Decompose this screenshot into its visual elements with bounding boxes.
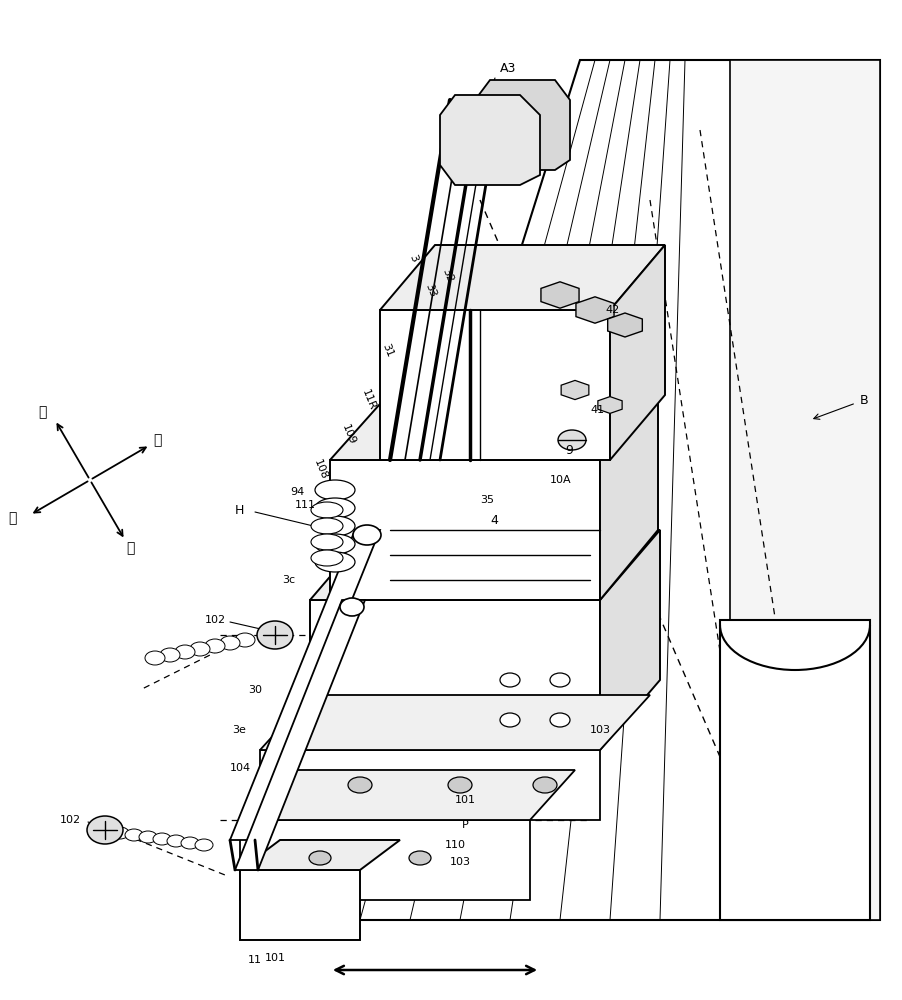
Text: 108: 108 bbox=[312, 458, 329, 482]
Ellipse shape bbox=[195, 839, 213, 851]
Text: 4: 4 bbox=[490, 514, 498, 526]
Ellipse shape bbox=[190, 642, 210, 656]
Polygon shape bbox=[310, 600, 600, 750]
Ellipse shape bbox=[309, 851, 331, 865]
Text: 前: 前 bbox=[126, 541, 134, 555]
Polygon shape bbox=[598, 397, 622, 413]
Ellipse shape bbox=[340, 598, 364, 616]
Text: A3: A3 bbox=[500, 62, 516, 75]
Text: P: P bbox=[462, 820, 469, 830]
Polygon shape bbox=[720, 620, 870, 920]
Ellipse shape bbox=[139, 831, 157, 843]
Ellipse shape bbox=[311, 518, 343, 534]
Ellipse shape bbox=[220, 636, 240, 650]
Ellipse shape bbox=[558, 430, 586, 450]
Ellipse shape bbox=[500, 713, 520, 727]
Polygon shape bbox=[440, 95, 540, 185]
Text: 102: 102 bbox=[60, 815, 81, 825]
Text: 後: 後 bbox=[8, 511, 16, 525]
Polygon shape bbox=[240, 820, 530, 900]
Text: 32: 32 bbox=[440, 267, 455, 283]
Ellipse shape bbox=[145, 651, 165, 665]
Polygon shape bbox=[730, 60, 880, 920]
Text: 左: 左 bbox=[38, 405, 46, 419]
Text: 31: 31 bbox=[380, 342, 394, 358]
Ellipse shape bbox=[87, 816, 123, 844]
Polygon shape bbox=[235, 600, 365, 870]
Ellipse shape bbox=[175, 645, 195, 659]
Ellipse shape bbox=[315, 498, 355, 518]
Text: 3e: 3e bbox=[232, 725, 246, 735]
Polygon shape bbox=[240, 840, 400, 870]
Text: 41: 41 bbox=[590, 405, 604, 415]
Polygon shape bbox=[576, 297, 614, 323]
Ellipse shape bbox=[181, 837, 199, 849]
Ellipse shape bbox=[348, 777, 372, 793]
Polygon shape bbox=[310, 530, 660, 600]
Text: 94: 94 bbox=[290, 487, 304, 497]
Text: 110: 110 bbox=[445, 840, 466, 850]
Ellipse shape bbox=[315, 516, 355, 536]
Ellipse shape bbox=[160, 648, 180, 662]
Text: 11R: 11R bbox=[360, 388, 377, 412]
Ellipse shape bbox=[315, 552, 355, 572]
Text: 101: 101 bbox=[455, 795, 476, 805]
Ellipse shape bbox=[111, 827, 129, 839]
Text: 42: 42 bbox=[605, 305, 620, 315]
Ellipse shape bbox=[550, 713, 570, 727]
Ellipse shape bbox=[550, 673, 570, 687]
Text: 111: 111 bbox=[295, 500, 316, 510]
Text: 102: 102 bbox=[205, 615, 226, 625]
Polygon shape bbox=[541, 282, 579, 308]
Polygon shape bbox=[330, 395, 658, 460]
Text: 35: 35 bbox=[480, 495, 494, 505]
Polygon shape bbox=[310, 60, 880, 920]
Polygon shape bbox=[600, 395, 658, 600]
Polygon shape bbox=[380, 310, 610, 460]
Ellipse shape bbox=[257, 621, 293, 649]
Text: 109: 109 bbox=[340, 423, 357, 447]
Ellipse shape bbox=[311, 534, 343, 550]
Polygon shape bbox=[608, 313, 642, 337]
Text: 3c: 3c bbox=[282, 575, 295, 585]
Text: 10A: 10A bbox=[550, 475, 572, 485]
Ellipse shape bbox=[353, 525, 381, 545]
Text: H: H bbox=[235, 504, 244, 516]
Text: 9: 9 bbox=[565, 444, 573, 456]
Ellipse shape bbox=[205, 639, 225, 653]
Ellipse shape bbox=[315, 480, 355, 500]
Text: 右: 右 bbox=[153, 433, 161, 447]
Ellipse shape bbox=[409, 851, 431, 865]
Text: 103: 103 bbox=[590, 725, 611, 735]
Polygon shape bbox=[380, 245, 665, 310]
Polygon shape bbox=[330, 460, 600, 600]
Ellipse shape bbox=[448, 777, 472, 793]
Polygon shape bbox=[240, 770, 575, 820]
Ellipse shape bbox=[533, 777, 557, 793]
Text: 30: 30 bbox=[248, 685, 262, 695]
Polygon shape bbox=[610, 245, 665, 460]
Ellipse shape bbox=[153, 833, 171, 845]
Text: 104: 104 bbox=[230, 763, 251, 773]
Polygon shape bbox=[260, 695, 650, 750]
Polygon shape bbox=[260, 750, 600, 820]
Text: 33: 33 bbox=[423, 282, 437, 298]
Polygon shape bbox=[561, 380, 589, 400]
Polygon shape bbox=[600, 530, 660, 750]
Ellipse shape bbox=[235, 633, 255, 647]
Polygon shape bbox=[230, 530, 380, 840]
Polygon shape bbox=[240, 870, 360, 940]
Polygon shape bbox=[475, 80, 570, 170]
Text: 103: 103 bbox=[450, 857, 471, 867]
Ellipse shape bbox=[125, 829, 143, 841]
Ellipse shape bbox=[315, 534, 355, 554]
Ellipse shape bbox=[500, 673, 520, 687]
Text: 101: 101 bbox=[265, 953, 286, 963]
Text: 11: 11 bbox=[248, 955, 262, 965]
Text: 3: 3 bbox=[407, 253, 419, 263]
Ellipse shape bbox=[311, 550, 343, 566]
Text: B: B bbox=[860, 393, 869, 406]
Ellipse shape bbox=[311, 502, 343, 518]
Ellipse shape bbox=[167, 835, 185, 847]
